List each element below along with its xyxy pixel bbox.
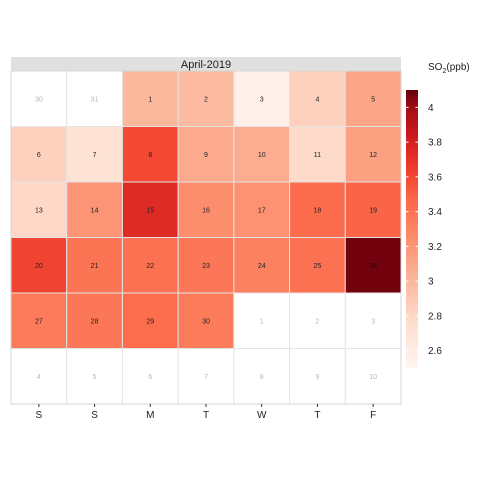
day-label: 27 bbox=[35, 318, 43, 325]
legend-tick-label: 2.8 bbox=[428, 311, 442, 322]
day-label: 1 bbox=[148, 96, 152, 103]
calendar-cell bbox=[289, 237, 346, 294]
day-label: 21 bbox=[91, 263, 99, 270]
legend-tick-label: 3 bbox=[428, 277, 434, 288]
calendar-cell-empty bbox=[121, 348, 179, 405]
calendar-cell bbox=[344, 237, 402, 294]
calendar-cell-empty bbox=[66, 348, 123, 405]
day-label: 8 bbox=[260, 374, 264, 381]
day-label: 31 bbox=[91, 96, 99, 103]
legend-title: SO2(ppb) bbox=[428, 62, 470, 75]
legend-ticks: 4 3.8 3.6 3.4 3.2 3 2.8 2.6 bbox=[406, 103, 442, 357]
day-label: 23 bbox=[202, 263, 210, 270]
day-label: 30 bbox=[35, 96, 43, 103]
legend-tick-label: 3.2 bbox=[428, 242, 442, 253]
day-label: 1 bbox=[260, 318, 264, 325]
day-label: 4 bbox=[37, 374, 41, 381]
day-label: 13 bbox=[35, 207, 43, 214]
day-label: 20 bbox=[35, 263, 43, 270]
day-label: 26 bbox=[369, 263, 377, 270]
calendar-cell bbox=[121, 237, 179, 294]
day-label: 28 bbox=[91, 318, 99, 325]
weekday-label: T bbox=[314, 410, 320, 421]
day-label: 2 bbox=[315, 318, 319, 325]
weekday-label: S bbox=[36, 410, 43, 421]
panel-strip-background bbox=[11, 57, 401, 71]
legend-colorbar bbox=[406, 90, 418, 368]
calendar-cell-empty bbox=[289, 348, 346, 405]
day-label: 9 bbox=[204, 152, 208, 159]
day-label: 25 bbox=[314, 263, 322, 270]
calendar-cell bbox=[10, 292, 68, 349]
calendar-cell bbox=[177, 126, 235, 183]
legend-tick-label: 2.6 bbox=[428, 346, 442, 357]
day-label: 17 bbox=[258, 207, 266, 214]
chart-title: April-2019 bbox=[181, 59, 231, 71]
calendar-cell-empty bbox=[344, 348, 402, 405]
weekday-label: M bbox=[146, 410, 154, 421]
calendar-cell bbox=[344, 70, 402, 127]
calendar-cell bbox=[10, 237, 68, 294]
day-label: 29 bbox=[146, 318, 154, 325]
day-label: 11 bbox=[314, 152, 321, 159]
day-label: 3 bbox=[371, 318, 375, 325]
day-label: 5 bbox=[371, 96, 375, 103]
calendar-cell bbox=[289, 126, 346, 183]
weekday-label: W bbox=[257, 410, 267, 421]
day-label: 22 bbox=[146, 263, 154, 270]
day-label: 12 bbox=[369, 152, 377, 159]
day-label: 6 bbox=[37, 152, 41, 159]
calendar-cell bbox=[10, 181, 68, 238]
day-label: 10 bbox=[258, 152, 266, 159]
day-label: 2 bbox=[204, 96, 208, 103]
weekday-label: F bbox=[370, 410, 376, 421]
day-label: 30 bbox=[202, 318, 210, 325]
calendar-cell bbox=[66, 126, 123, 183]
day-label: 14 bbox=[91, 207, 99, 214]
panel-strip: April-2019 bbox=[11, 57, 401, 71]
calendar-cell bbox=[177, 181, 235, 238]
calendar-cell-empty bbox=[177, 348, 235, 405]
day-label: 8 bbox=[148, 152, 152, 159]
weekday-label: S bbox=[91, 410, 98, 421]
calendar-cell bbox=[177, 292, 235, 349]
legend-tick-label: 4 bbox=[428, 103, 434, 114]
weekday-label: T bbox=[203, 410, 209, 421]
day-label: 4 bbox=[315, 96, 319, 103]
day-label: 19 bbox=[369, 207, 377, 214]
calendar-cell bbox=[233, 126, 291, 183]
calendar-cell bbox=[177, 237, 235, 294]
day-label: 3 bbox=[260, 96, 264, 103]
calendar-cell bbox=[289, 70, 346, 127]
calendar-cell bbox=[344, 126, 402, 183]
calendar-cell bbox=[121, 292, 179, 349]
day-label: 6 bbox=[148, 374, 152, 381]
color-legend: SO2(ppb) 4 3.8 3.6 3.4 3.2 3 2.8 2.6 bbox=[406, 62, 470, 368]
legend-tick-label: 3.8 bbox=[428, 138, 442, 149]
calendar-cell-empty bbox=[233, 292, 291, 349]
day-label: 5 bbox=[93, 374, 97, 381]
day-label: 10 bbox=[369, 374, 377, 381]
day-label: 16 bbox=[202, 207, 210, 214]
day-label: 24 bbox=[258, 263, 266, 270]
calendar-cell bbox=[233, 181, 291, 238]
day-label: 15 bbox=[146, 207, 154, 214]
legend-tick-label: 3.4 bbox=[428, 207, 442, 218]
day-label: 9 bbox=[315, 374, 319, 381]
legend-tick-label: 3.6 bbox=[428, 172, 442, 183]
calendar-cell bbox=[10, 126, 68, 183]
calendar-cell-empty bbox=[289, 292, 346, 349]
day-label: 7 bbox=[204, 374, 208, 381]
day-label: 18 bbox=[314, 207, 322, 214]
day-label: 7 bbox=[93, 152, 97, 159]
